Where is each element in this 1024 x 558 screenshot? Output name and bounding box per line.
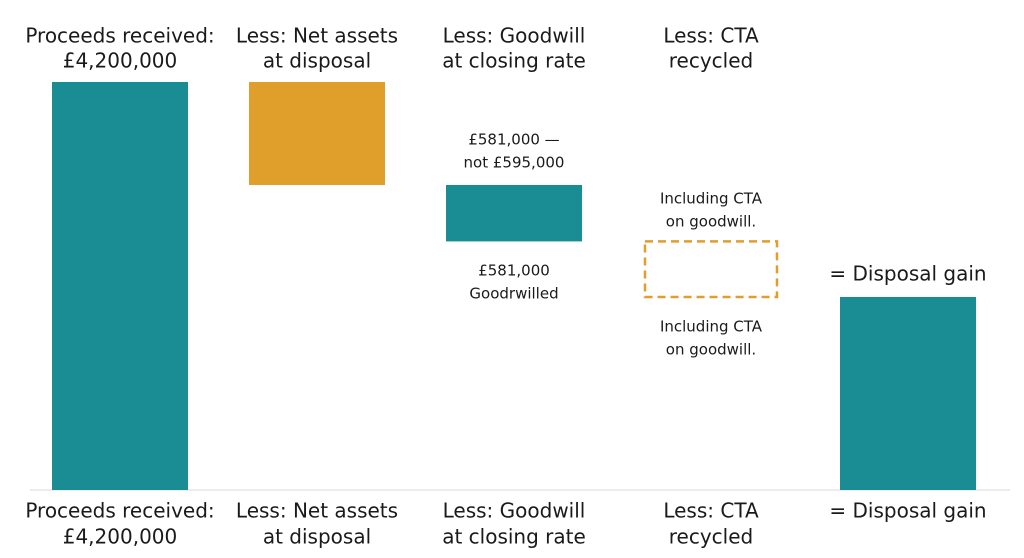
bar	[643, 240, 779, 299]
annotation: Including CTA	[660, 318, 763, 336]
category-label: Less: Net assets	[236, 24, 398, 48]
category-label: Proceeds received:	[25, 24, 214, 48]
annotation: not £595,000	[464, 154, 565, 172]
x-tick-label: Proceeds received:	[25, 499, 214, 523]
x-tick-label: Less: Net assets	[236, 499, 398, 523]
annotation: Goodrwilled	[469, 285, 558, 303]
annotation: £581,000	[478, 262, 550, 280]
bar	[446, 184, 582, 242]
category-label: Less: Goodwill	[443, 24, 586, 48]
category-label: Less: CTA	[663, 24, 759, 48]
annotation: on goodwill.	[666, 341, 756, 359]
category-label: recycled	[669, 49, 753, 73]
bar	[840, 296, 976, 490]
annotation: on goodwill.	[666, 213, 756, 231]
x-tick-label: at closing rate	[442, 525, 586, 549]
category-label: at disposal	[263, 49, 371, 73]
x-tick-label: at disposal	[263, 525, 371, 549]
x-tick-label: Less: CTA	[663, 499, 759, 523]
x-tick-label: Less: Goodwill	[443, 499, 586, 523]
category-label: = Disposal gain	[829, 261, 986, 285]
x-tick-label: recycled	[669, 525, 753, 549]
annotation: £581,000 —	[468, 131, 559, 149]
bar	[249, 82, 385, 185]
x-tick-label: £4,200,000	[63, 525, 178, 549]
annotation: Including CTA	[660, 190, 763, 208]
x-tick-label: = Disposal gain	[829, 499, 986, 523]
bar	[52, 82, 188, 490]
category-label: £4,200,000	[63, 49, 178, 73]
category-label: at closing rate	[442, 49, 586, 73]
